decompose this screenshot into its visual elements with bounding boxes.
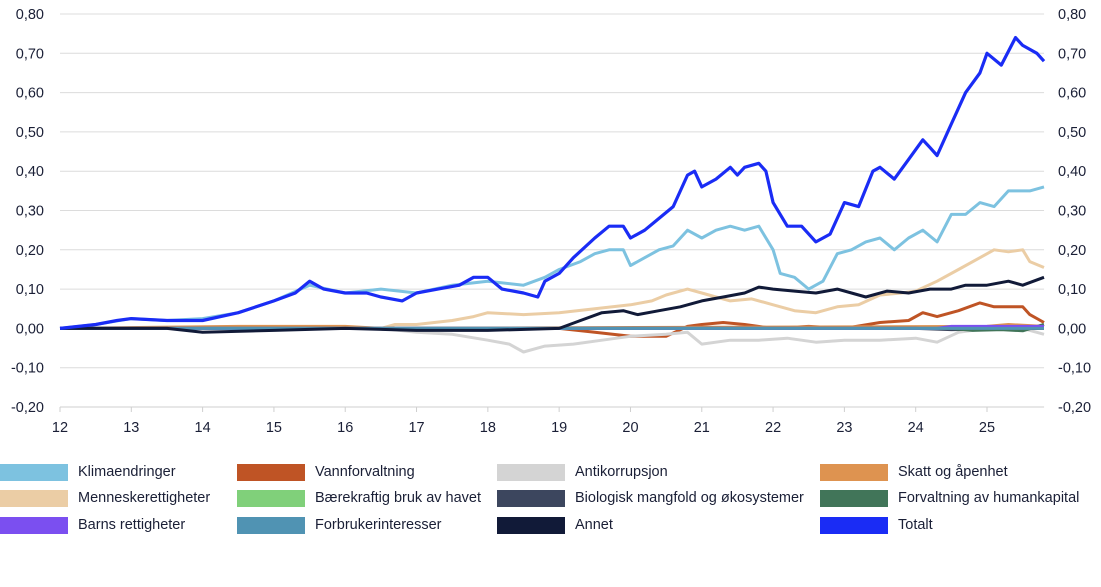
y-tick-label-right: 0,70 [1058,46,1086,62]
x-tick-label: 22 [765,420,781,436]
y-tick-label-left: 0,00 [16,321,44,337]
legend-label: Forvaltning av humankapital [898,490,1080,506]
legend-label: Annet [575,517,613,533]
legend-swatch [497,516,565,534]
legend-swatch [820,516,888,534]
x-tick-label: 12 [52,420,68,436]
legend-label: Skatt og åpenhet [898,464,1008,480]
x-tick-label: 15 [266,420,282,436]
legend-item: Antikorrupsjon [497,462,668,482]
x-tick-label: 25 [979,420,995,436]
legend-swatch [820,463,888,481]
legend-label: Barns rettigheter [78,517,186,533]
legend-item: Klimaendringer [0,462,176,482]
legend-item: Skatt og åpenhet [820,462,1008,482]
legend-item: Forbrukerinteresser [237,515,442,535]
y-tick-label-left: 0,10 [16,282,44,298]
legend-swatch [497,489,565,507]
y-tick-label-right: 0,50 [1058,125,1086,141]
y-tick-label-right: 0,30 [1058,204,1086,220]
series-line-totalt [59,36,1046,330]
y-tick-label-left: 0,30 [16,204,44,220]
legend-swatch [497,463,565,481]
x-tick-label: 20 [622,420,638,436]
y-tick-label-right: 0,80 [1058,7,1086,23]
gridlines [60,13,1045,408]
y-tick-label-left: 0,20 [16,243,44,259]
y-tick-label-right: -0,20 [1058,400,1091,416]
legend-item: Biologisk mangfold og økosystemer [497,488,804,508]
x-tick-label: 16 [337,420,353,436]
legend-swatch [237,489,305,507]
y-tick-label-left: 0,40 [16,164,44,180]
y-axis-left: 0,80 0,70 0,60 0,50 0,40 0,30 0,20 0,10 0,00 -0,1… [11,7,44,416]
legend-label: Biologisk mangfold og økosystemer [575,490,804,506]
x-tick-label: 24 [908,420,924,436]
legend-label: Bærekraftig bruk av havet [315,490,482,506]
series-line-annet [60,275,1045,334]
y-tick-label-left: -0,10 [11,361,44,377]
legend-swatch [820,489,888,507]
x-tick-label: 21 [694,420,710,436]
series-line-antikorrupsjon [60,326,1045,354]
legend-label: Menneskerettigheter [78,490,211,506]
series-line-menneskerettigheter [60,248,1045,330]
line-chart: 0,80 0,70 0,60 0,50 0,40 0,30 0,20 0,10 0,00 -0,1… [11,7,1091,436]
legend-label: Totalt [898,517,933,533]
y-tick-label-left: 0,60 [16,86,44,102]
legend-label: Forbrukerinteresser [315,517,442,533]
legend-label: Antikorrupsjon [575,464,668,480]
legend-swatch [0,489,68,507]
legend-swatch [237,463,305,481]
series-line-klimaendringer [59,185,1045,330]
y-tick-label-right: -0,10 [1058,361,1091,377]
legend-item: Menneskerettigheter [0,488,210,508]
legend-label: Klimaendringer [78,464,176,480]
legend-swatch [0,463,68,481]
x-tick-label: 23 [836,420,852,436]
y-tick-label-right: 0,40 [1058,164,1086,180]
x-axis: 12 13 14 15 16 17 18 19 20 21 22 23 24 25 [52,406,1045,436]
y-tick-label-right: 0,10 [1058,282,1086,298]
legend-item: Barns rettigheter [0,515,185,535]
y-tick-label-left: -0,20 [11,400,44,416]
y-tick-label-right: 0,60 [1058,86,1086,102]
y-tick-label-right: 0,20 [1058,243,1086,259]
y-tick-label-left: 0,80 [16,7,44,23]
series-lines [59,36,1046,354]
legend-item: Forvaltning av humankapital [820,488,1079,508]
legend-item: Annet [497,515,613,535]
x-tick-label: 14 [195,420,211,436]
y-tick-label-left: 0,70 [16,46,44,62]
y-axis-right: 0,80 0,70 0,60 0,50 0,40 0,30 0,20 0,10 0,00 -0,1… [1058,7,1091,416]
legend-item: Bærekraftig bruk av havet [237,488,481,508]
x-tick-label: 19 [551,420,567,436]
legend-item: Vannforvaltning [237,462,415,482]
legend-swatch [0,516,68,534]
legend-swatch [237,516,305,534]
x-tick-label: 18 [480,420,496,436]
x-tick-label: 17 [408,420,424,436]
x-tick-label: 13 [123,420,139,436]
legend-item: Totalt [820,515,933,535]
legend: Klimaendringer Vannforvaltning Antikorrups… [0,462,1101,542]
y-tick-label-left: 0,50 [16,125,44,141]
y-tick-label-right: 0,00 [1058,321,1086,337]
legend-label: Vannforvaltning [315,464,415,480]
